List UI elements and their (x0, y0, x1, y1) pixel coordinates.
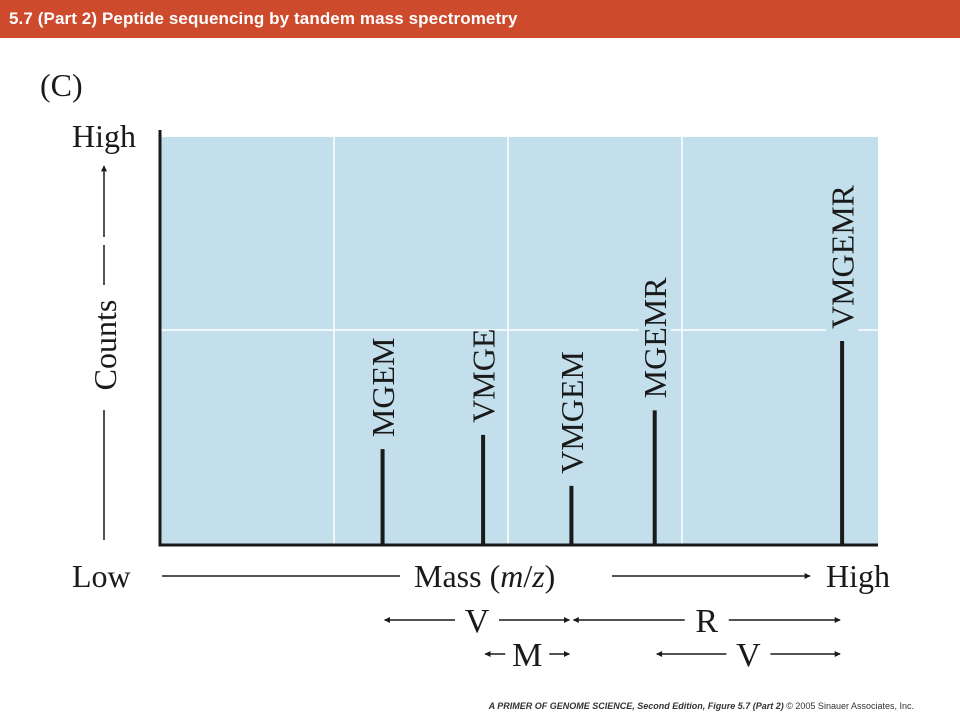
difference-label: V (465, 603, 490, 640)
peak-label-bg (467, 332, 500, 427)
peak-label-bg (366, 346, 399, 442)
peaks-group: MGEM VMGE VMGEM MGEMR VMGEMR (365, 184, 861, 545)
difference-label: R (695, 603, 718, 640)
footer-credit: A PRIMER OF GENOME SCIENCE, Second Editi… (489, 701, 914, 711)
peak-label: VMGE (466, 329, 502, 423)
peak-label: VMGEMR (825, 184, 861, 329)
y-axis-high-label: High (72, 118, 136, 154)
peak-label-bg (555, 362, 588, 478)
footer-book-title: A PRIMER OF GENOME SCIENCE, Second Editi… (488, 701, 784, 711)
y-axis-label: Counts (87, 300, 123, 391)
peak-label-bg (826, 196, 859, 333)
x-axis-label: Mass (m/z) (414, 558, 555, 594)
header-bar: 5.7 (Part 2) Peptide sequencing by tande… (0, 0, 960, 38)
x-axis-high-label: High (826, 558, 890, 594)
peak-label-bg (638, 286, 671, 403)
x-axis-low-label: Low (72, 558, 131, 594)
gridlines (160, 137, 878, 545)
peak-label: MGEMR (637, 277, 673, 399)
peak-label: MGEM (365, 338, 401, 438)
panel-label: (C) (40, 67, 83, 103)
difference-label: M (512, 637, 542, 674)
footer-copyright: © 2005 Sinauer Associates, Inc. (786, 701, 914, 711)
plot-background (160, 137, 878, 545)
page-title: 5.7 (Part 2) Peptide sequencing by tande… (9, 9, 518, 28)
peak-label: VMGEM (554, 351, 590, 474)
difference-label: V (736, 637, 761, 674)
mass-differences-group: V RM V (383, 603, 841, 674)
